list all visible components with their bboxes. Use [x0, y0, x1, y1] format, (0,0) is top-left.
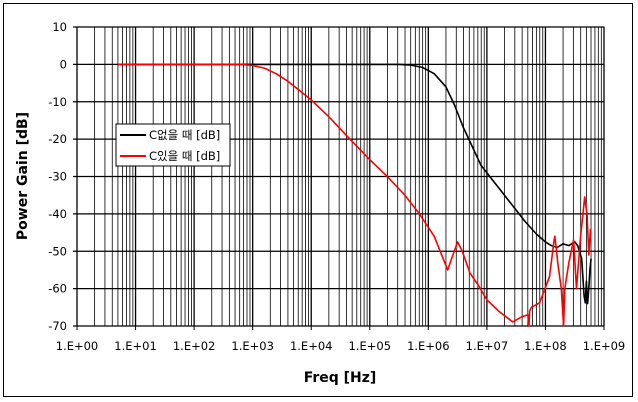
y-tick-label: -50 — [48, 244, 67, 258]
y-tick-label: -20 — [48, 132, 67, 146]
x-tick-label: 1.E+02 — [173, 339, 216, 353]
x-tick-label: 1.E+06 — [407, 339, 450, 353]
x-tick-label: 1.E+09 — [583, 339, 626, 353]
legend-label: C있을 때 [dB] — [149, 149, 220, 163]
x-tick-label: 1.E+07 — [466, 339, 509, 353]
tick-labels: 10 0 -10 -20 -30 -40 -50 -60 -70 1.E+00 1.E+01 1.E+… — [48, 20, 625, 353]
y-tick-label: -10 — [48, 95, 67, 109]
y-tick-label: 10 — [52, 20, 67, 34]
y-tick-label: -30 — [48, 170, 67, 184]
y-tick-label: -70 — [48, 319, 67, 333]
x-tick-label: 1.E+01 — [114, 339, 157, 353]
legend: C없을 때 [dB] C있을 때 [dB] — [115, 123, 231, 167]
legend-label: C없을 때 [dB] — [149, 128, 220, 142]
y-axis-label: Power Gain [dB] — [15, 112, 31, 240]
y-tick-label: -40 — [48, 207, 67, 221]
x-axis-label: Freq [Hz] — [304, 370, 377, 386]
x-tick-label: 1.E+05 — [349, 339, 392, 353]
x-tick-label: 1.E+08 — [524, 339, 567, 353]
series-lines — [118, 63, 592, 327]
x-tick-label: 1.E+00 — [56, 339, 99, 353]
grid — [73, 26, 605, 330]
series-line-1 — [118, 63, 592, 327]
chart-frame — [3, 3, 633, 397]
y-tick-label: 0 — [60, 57, 67, 71]
x-tick-label: 1.E+04 — [290, 339, 333, 353]
x-tick-label: 1.E+03 — [231, 339, 274, 353]
y-tick-label: -60 — [48, 282, 67, 296]
series-line-0 — [118, 63, 592, 305]
